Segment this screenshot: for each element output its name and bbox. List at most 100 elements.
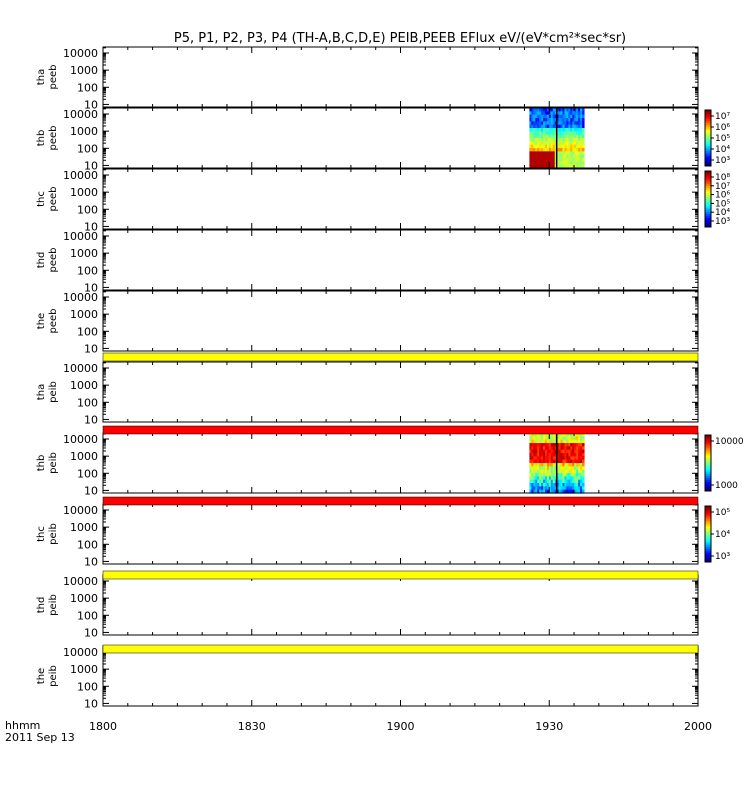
time-axis: 1800 1830 1900 1930 2000 (89, 720, 712, 733)
spectrogram-cell (574, 144, 577, 149)
spectrogram-cell (535, 131, 538, 136)
spectrogram-cell (556, 144, 560, 149)
spectrogram-cell (574, 486, 577, 491)
spectrogram-cell (529, 439, 532, 444)
spectrogram-cell (545, 436, 548, 441)
spectrogram-cell (576, 453, 579, 457)
spectrogram-cell (570, 131, 573, 136)
spectrogram-cell (546, 476, 550, 481)
spectrogram-cell (545, 453, 548, 457)
spectrogram-cell (568, 449, 571, 454)
spectrogram-cell (533, 134, 536, 139)
spectrogram-cell (529, 459, 532, 464)
spectrogram-cell (543, 446, 546, 451)
spectrogram-cell (566, 466, 569, 471)
spectrogram-cell (572, 154, 575, 159)
spectrogram-cell (539, 144, 542, 149)
panel-frame (102, 574, 699, 636)
y-tick-label: 100 (77, 609, 98, 622)
spectrogram-cell (537, 449, 540, 454)
spectrogram-cell (570, 161, 573, 166)
spectrogram-cell (562, 141, 566, 146)
colorbar-segment (705, 185, 711, 189)
spectrogram-cell (562, 124, 566, 129)
spectrogram-cell (545, 486, 548, 491)
colorbar-segment (705, 221, 711, 224)
spectrogram-cell (560, 486, 564, 491)
spectrogram-cell (531, 114, 534, 119)
spectrogram-cell (546, 436, 550, 441)
spectrogram-cell (550, 489, 554, 494)
spectrogram-cell (578, 483, 581, 487)
panel-frame (102, 168, 699, 230)
spectrogram-cell (582, 164, 585, 169)
spectrogram-cell (533, 463, 536, 467)
spectrogram-cell (539, 111, 542, 116)
spectrogram-cell (539, 161, 542, 166)
spectrogram-cell (578, 154, 581, 159)
spectrogram-cell (531, 134, 534, 139)
spectrogram-cell (560, 164, 564, 169)
spectrogram-cell (546, 121, 550, 126)
spectrogram-cell (568, 118, 571, 122)
spectrogram-cell (529, 469, 532, 474)
spectrogram-cell (556, 456, 560, 461)
colorbar-segment (705, 128, 711, 132)
spectrogram-cell (578, 489, 581, 494)
spectrogram-cell (570, 154, 573, 159)
colorbar-segment (705, 519, 711, 522)
spectrogram-cell (558, 459, 562, 464)
x-tick-label: 1800 (89, 720, 117, 733)
spectrogram-cell (566, 108, 569, 112)
spectrogram-cell (529, 463, 532, 467)
spectrogram-cell (558, 466, 562, 471)
spectrogram-cell (537, 439, 540, 444)
colorbar-segment (705, 485, 711, 488)
spectrogram-cell (570, 114, 573, 119)
spectrogram-cell (572, 138, 575, 142)
spectrogram-cell (580, 128, 583, 132)
spectrogram-cell (558, 473, 562, 477)
spectrogram-cell (568, 439, 571, 444)
spectrogram-cell (548, 483, 552, 487)
status-bar (102, 570, 699, 580)
spectrogram-cell (570, 443, 573, 447)
spectrogram-cell (535, 114, 538, 119)
colorbar-segment (705, 178, 711, 181)
spectrogram-cell (537, 131, 540, 136)
spectrogram-cell (564, 489, 568, 494)
spectrogram-cell (545, 476, 548, 481)
spectrogram-cell (578, 453, 581, 457)
spectrogram-cell (552, 118, 556, 122)
spectrogram-cell (545, 154, 548, 159)
spectrogram-cell (578, 144, 581, 149)
y-tick-label: 1000 (70, 186, 98, 199)
spectrogram-cell (546, 118, 550, 122)
colorbar-segment (705, 520, 711, 524)
spectrogram-cell (582, 439, 585, 444)
spectrogram-cell (548, 148, 552, 152)
spectrogram-cell (529, 453, 532, 457)
spectrogram-cell (578, 439, 581, 444)
spectrogram-cell (548, 449, 552, 454)
spectrogram-cell (560, 131, 564, 136)
spectrogram-cell (552, 449, 556, 454)
spectrogram-cell (560, 449, 564, 454)
spectrogram-cell (576, 443, 579, 447)
spectrogram-cell (580, 161, 583, 166)
spectrogram-cell (531, 433, 534, 437)
spectrogram-cell (548, 138, 552, 142)
spectrogram-cell (576, 131, 579, 136)
spectrogram-cell (546, 114, 550, 119)
spectrogram-cell (545, 433, 548, 437)
panel-product-label: peib (48, 594, 59, 616)
colorbar-segment (705, 208, 711, 211)
spectrogram-cell (568, 436, 571, 441)
spectrogram-cell (576, 108, 579, 112)
spectrogram-cell (535, 111, 538, 116)
spectrogram-cell (562, 469, 566, 474)
spectrogram-cell (566, 486, 569, 491)
spectrogram-cell (570, 446, 573, 451)
spectrogram-cell (570, 148, 573, 152)
